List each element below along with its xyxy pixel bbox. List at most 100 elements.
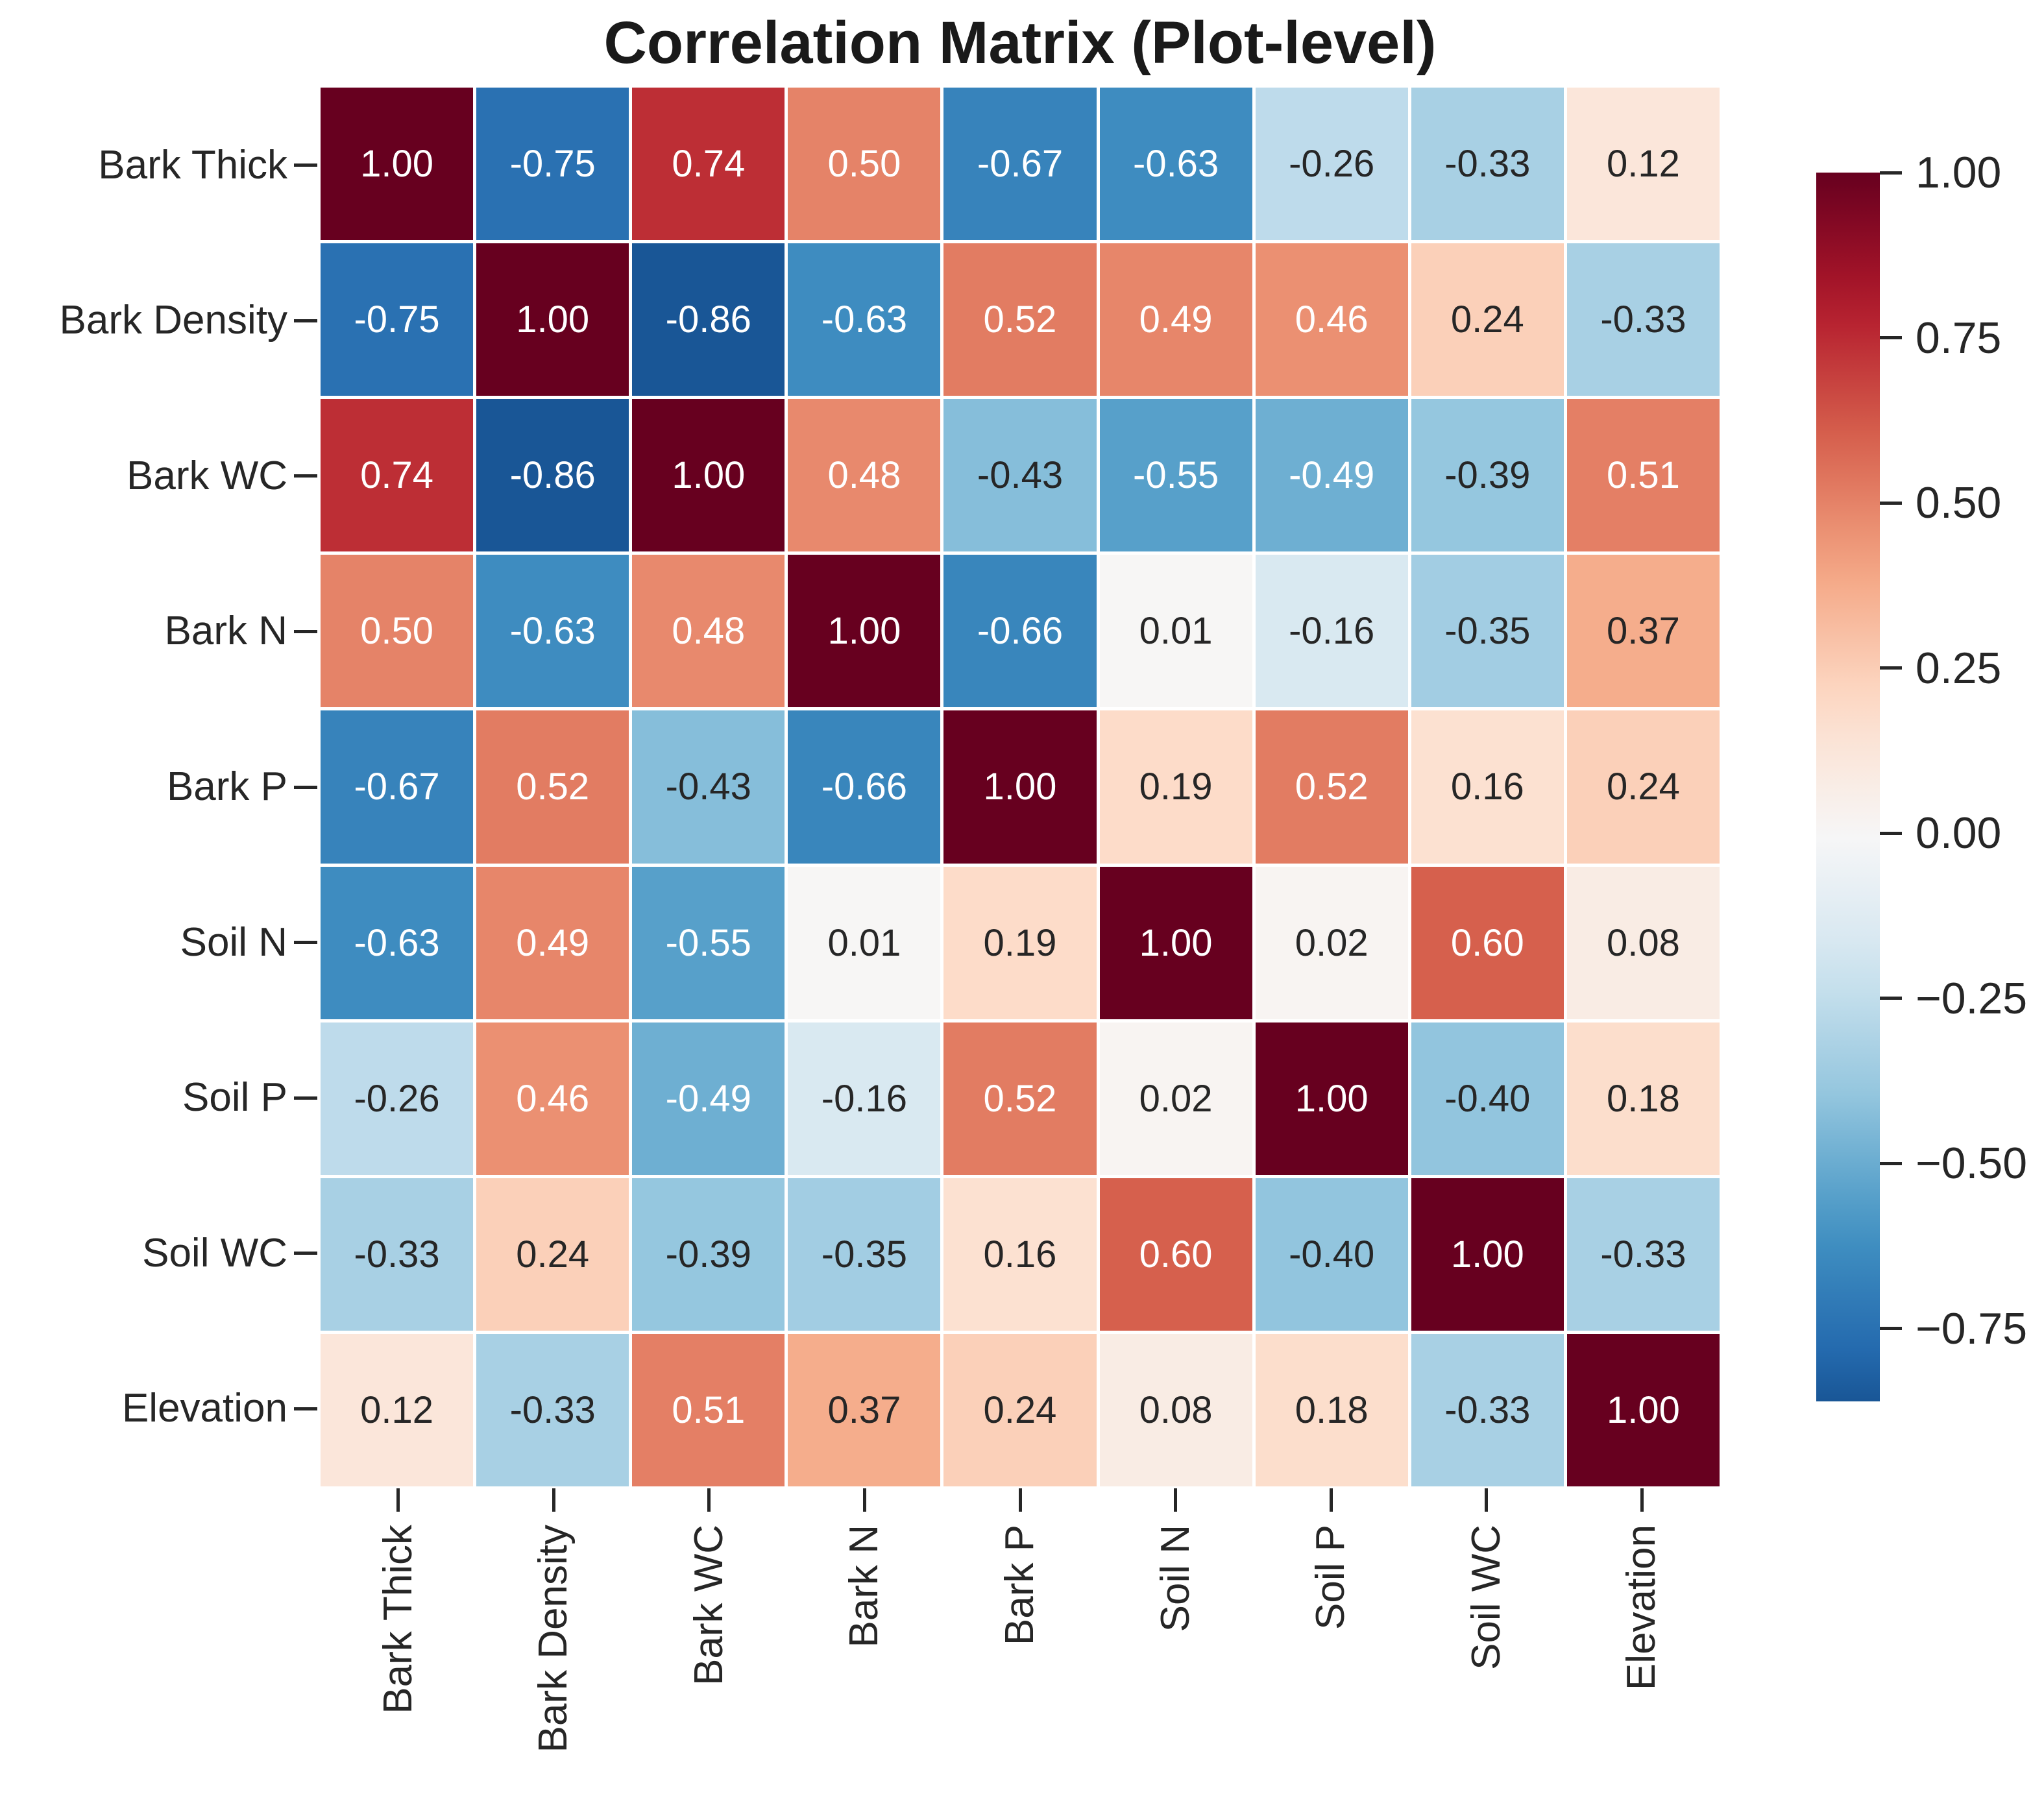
heatmap-cell: 0.24	[476, 1178, 629, 1331]
y-tick-mark	[294, 629, 317, 633]
heatmap-cell: 1.00	[943, 710, 1097, 864]
heatmap-cell: 0.02	[1255, 866, 1408, 1019]
heatmap-cell: 0.60	[1099, 1178, 1252, 1331]
x-tick-mark	[552, 1488, 555, 1512]
colorbar-tick-mark	[1880, 336, 1902, 340]
heatmap-cell: 0.18	[1566, 1022, 1720, 1175]
heatmap-cell: 1.00	[1255, 1022, 1408, 1175]
colorbar-tick-label: −0.50	[1916, 1139, 2028, 1189]
y-tick-label: Elevation	[121, 1386, 287, 1431]
heatmap-cell: -0.75	[321, 243, 474, 396]
heatmap-cell: -0.66	[788, 710, 941, 864]
heatmap-cell: 0.24	[1411, 243, 1564, 396]
heatmap-cell: 0.74	[321, 399, 474, 552]
heatmap-cell: -0.43	[943, 399, 1097, 552]
heatmap-cell: 1.00	[632, 399, 785, 552]
colorbar-tick-label: 0.00	[1916, 808, 2002, 858]
colorbar	[1816, 173, 1880, 1401]
heatmap-cell: 0.52	[1255, 710, 1408, 864]
heatmap-cell: 1.00	[788, 555, 941, 708]
heatmap-cell: 1.00	[1566, 1333, 1720, 1486]
heatmap-cell: 0.50	[788, 88, 941, 241]
heatmap-cell: -0.26	[321, 1022, 474, 1175]
heatmap-cell: -0.35	[788, 1178, 941, 1331]
heatmap-cell: 1.00	[1411, 1178, 1564, 1331]
x-tick-mark	[1018, 1488, 1022, 1512]
heatmap-cell: 0.08	[1566, 866, 1720, 1019]
chart-title: Correlation Matrix (Plot-level)	[603, 10, 1437, 76]
heatmap-cell: 0.01	[1099, 555, 1252, 708]
x-tick-label: Bark P	[997, 1525, 1042, 1646]
colorbar-tick-label: 0.75	[1916, 313, 2002, 363]
y-tick-mark	[294, 319, 317, 322]
heatmap-cell: 0.08	[1099, 1333, 1252, 1486]
x-tick-mark	[1174, 1488, 1178, 1512]
y-tick-label: Bark WC	[127, 453, 287, 498]
heatmap-cell: -0.16	[788, 1022, 941, 1175]
colorbar-tick-label: −0.75	[1916, 1303, 2028, 1353]
y-tick-mark	[294, 474, 317, 478]
heatmap-cell: -0.63	[1099, 88, 1252, 241]
colorbar-tick-label: −0.25	[1916, 973, 2028, 1023]
heatmap-cell: 0.46	[1255, 243, 1408, 396]
x-tick-mark	[396, 1488, 400, 1512]
heatmap-cell: -0.33	[321, 1178, 474, 1331]
heatmap-cell: 0.51	[632, 1333, 785, 1486]
y-tick-mark	[294, 785, 317, 789]
heatmap-cell: -0.43	[632, 710, 785, 864]
heatmap-cell: 0.12	[1566, 88, 1720, 241]
heatmap-cell: -0.40	[1411, 1022, 1564, 1175]
heatmap-cell: -0.33	[476, 1333, 629, 1486]
heatmap-cell: -0.63	[476, 555, 629, 708]
heatmap-cell: 0.52	[476, 710, 629, 864]
y-tick-label: Soil WC	[142, 1230, 287, 1276]
heatmap-cell: 0.48	[788, 399, 941, 552]
heatmap-cell: -0.63	[321, 866, 474, 1019]
heatmap-cell: 0.18	[1255, 1333, 1408, 1486]
heatmap-cell: 0.51	[1566, 399, 1720, 552]
heatmap-cell: 0.48	[632, 555, 785, 708]
colorbar-tick-label: 0.50	[1916, 478, 2002, 528]
colorbar-tick-mark	[1880, 1327, 1902, 1331]
heatmap-cell: -0.39	[632, 1178, 785, 1331]
x-tick-mark	[1485, 1488, 1489, 1512]
y-tick-label: Soil N	[180, 919, 287, 965]
x-tick-label: Bark Density	[531, 1525, 576, 1753]
heatmap-cell: 0.24	[1566, 710, 1720, 864]
heatmap-cell: 0.02	[1099, 1022, 1252, 1175]
x-tick-mark	[862, 1488, 866, 1512]
x-tick-mark	[1329, 1488, 1333, 1512]
heatmap-cell: -0.86	[476, 399, 629, 552]
x-tick-label: Bark WC	[686, 1525, 731, 1686]
heatmap-cell: -0.55	[1099, 399, 1252, 552]
heatmap-cell: -0.66	[943, 555, 1097, 708]
heatmap-cell: -0.33	[1566, 243, 1720, 396]
colorbar-tick-mark	[1880, 171, 1902, 175]
x-tick-label: Bark N	[842, 1525, 887, 1648]
heatmap-cell: 0.24	[943, 1333, 1097, 1486]
heatmap-cell: 0.19	[943, 866, 1097, 1019]
heatmap-cell: -0.49	[1255, 399, 1408, 552]
colorbar-tick-label: 1.00	[1916, 148, 2002, 197]
heatmap-cell: -0.16	[1255, 555, 1408, 708]
heatmap-cell: 0.46	[476, 1022, 629, 1175]
heatmap-cell: 1.00	[321, 88, 474, 241]
y-tick-label: Soil P	[182, 1075, 287, 1120]
y-tick-label: Bark Density	[59, 298, 287, 343]
colorbar-tick-mark	[1880, 1161, 1902, 1165]
x-tick-label: Elevation	[1619, 1525, 1664, 1691]
heatmap-cell: 1.00	[476, 243, 629, 396]
heatmap-cell: 0.19	[1099, 710, 1252, 864]
y-tick-label: Bark Thick	[98, 142, 287, 188]
x-tick-label: Soil N	[1152, 1525, 1198, 1632]
heatmap-cell: 0.16	[1411, 710, 1564, 864]
heatmap-cell: -0.63	[788, 243, 941, 396]
colorbar-tick-label: 0.25	[1916, 643, 2002, 693]
x-tick-mark	[1640, 1488, 1644, 1512]
heatmap-cell: 1.00	[1099, 866, 1252, 1019]
x-tick-label: Bark Thick	[375, 1525, 420, 1714]
heatmap-cell: -0.86	[632, 243, 785, 396]
heatmap-cell: 0.49	[476, 866, 629, 1019]
heatmap-cell: 0.60	[1411, 866, 1564, 1019]
